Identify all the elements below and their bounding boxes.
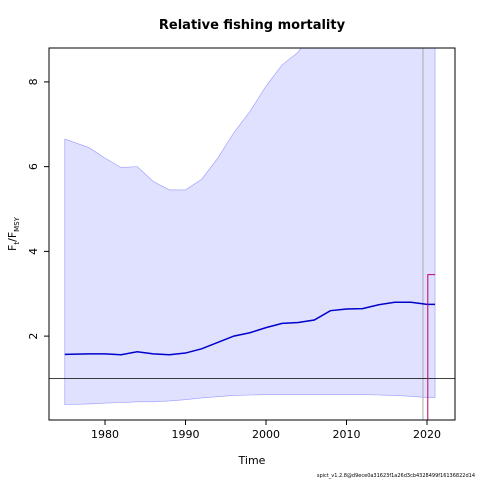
x-tick-label: 2010 (332, 428, 360, 441)
estimate-line (64, 301, 436, 356)
y-axis-label: Ft/FMSY (6, 216, 21, 251)
y-axis-label-part: MSY (13, 216, 21, 231)
y-tick-label: 8 (27, 78, 40, 85)
y-tick-label: 2 (27, 333, 40, 340)
y-axis-label-part: t (13, 242, 21, 245)
y-tick-label: 6 (27, 163, 40, 170)
x-tick-label: 1990 (172, 428, 200, 441)
plot-area (49, 48, 455, 420)
x-tick-label: 2000 (252, 428, 280, 441)
x-tick-label: 1980 (91, 428, 119, 441)
confidence-band (64, 48, 436, 406)
chart-title: Relative fishing mortality (159, 18, 346, 33)
plot-frame (48, 47, 456, 421)
y-axis-label-part: F (6, 245, 19, 251)
y-axis-label-part: /F (6, 232, 19, 242)
x-axis-label: Time (238, 454, 266, 467)
x-tick-label: 2020 (413, 428, 441, 441)
footer: spict_v1.2.8@d9ece0a31623f1a26d3cb432849… (317, 473, 475, 479)
forecast-line (427, 274, 436, 420)
y-tick-label: 4 (27, 248, 40, 255)
